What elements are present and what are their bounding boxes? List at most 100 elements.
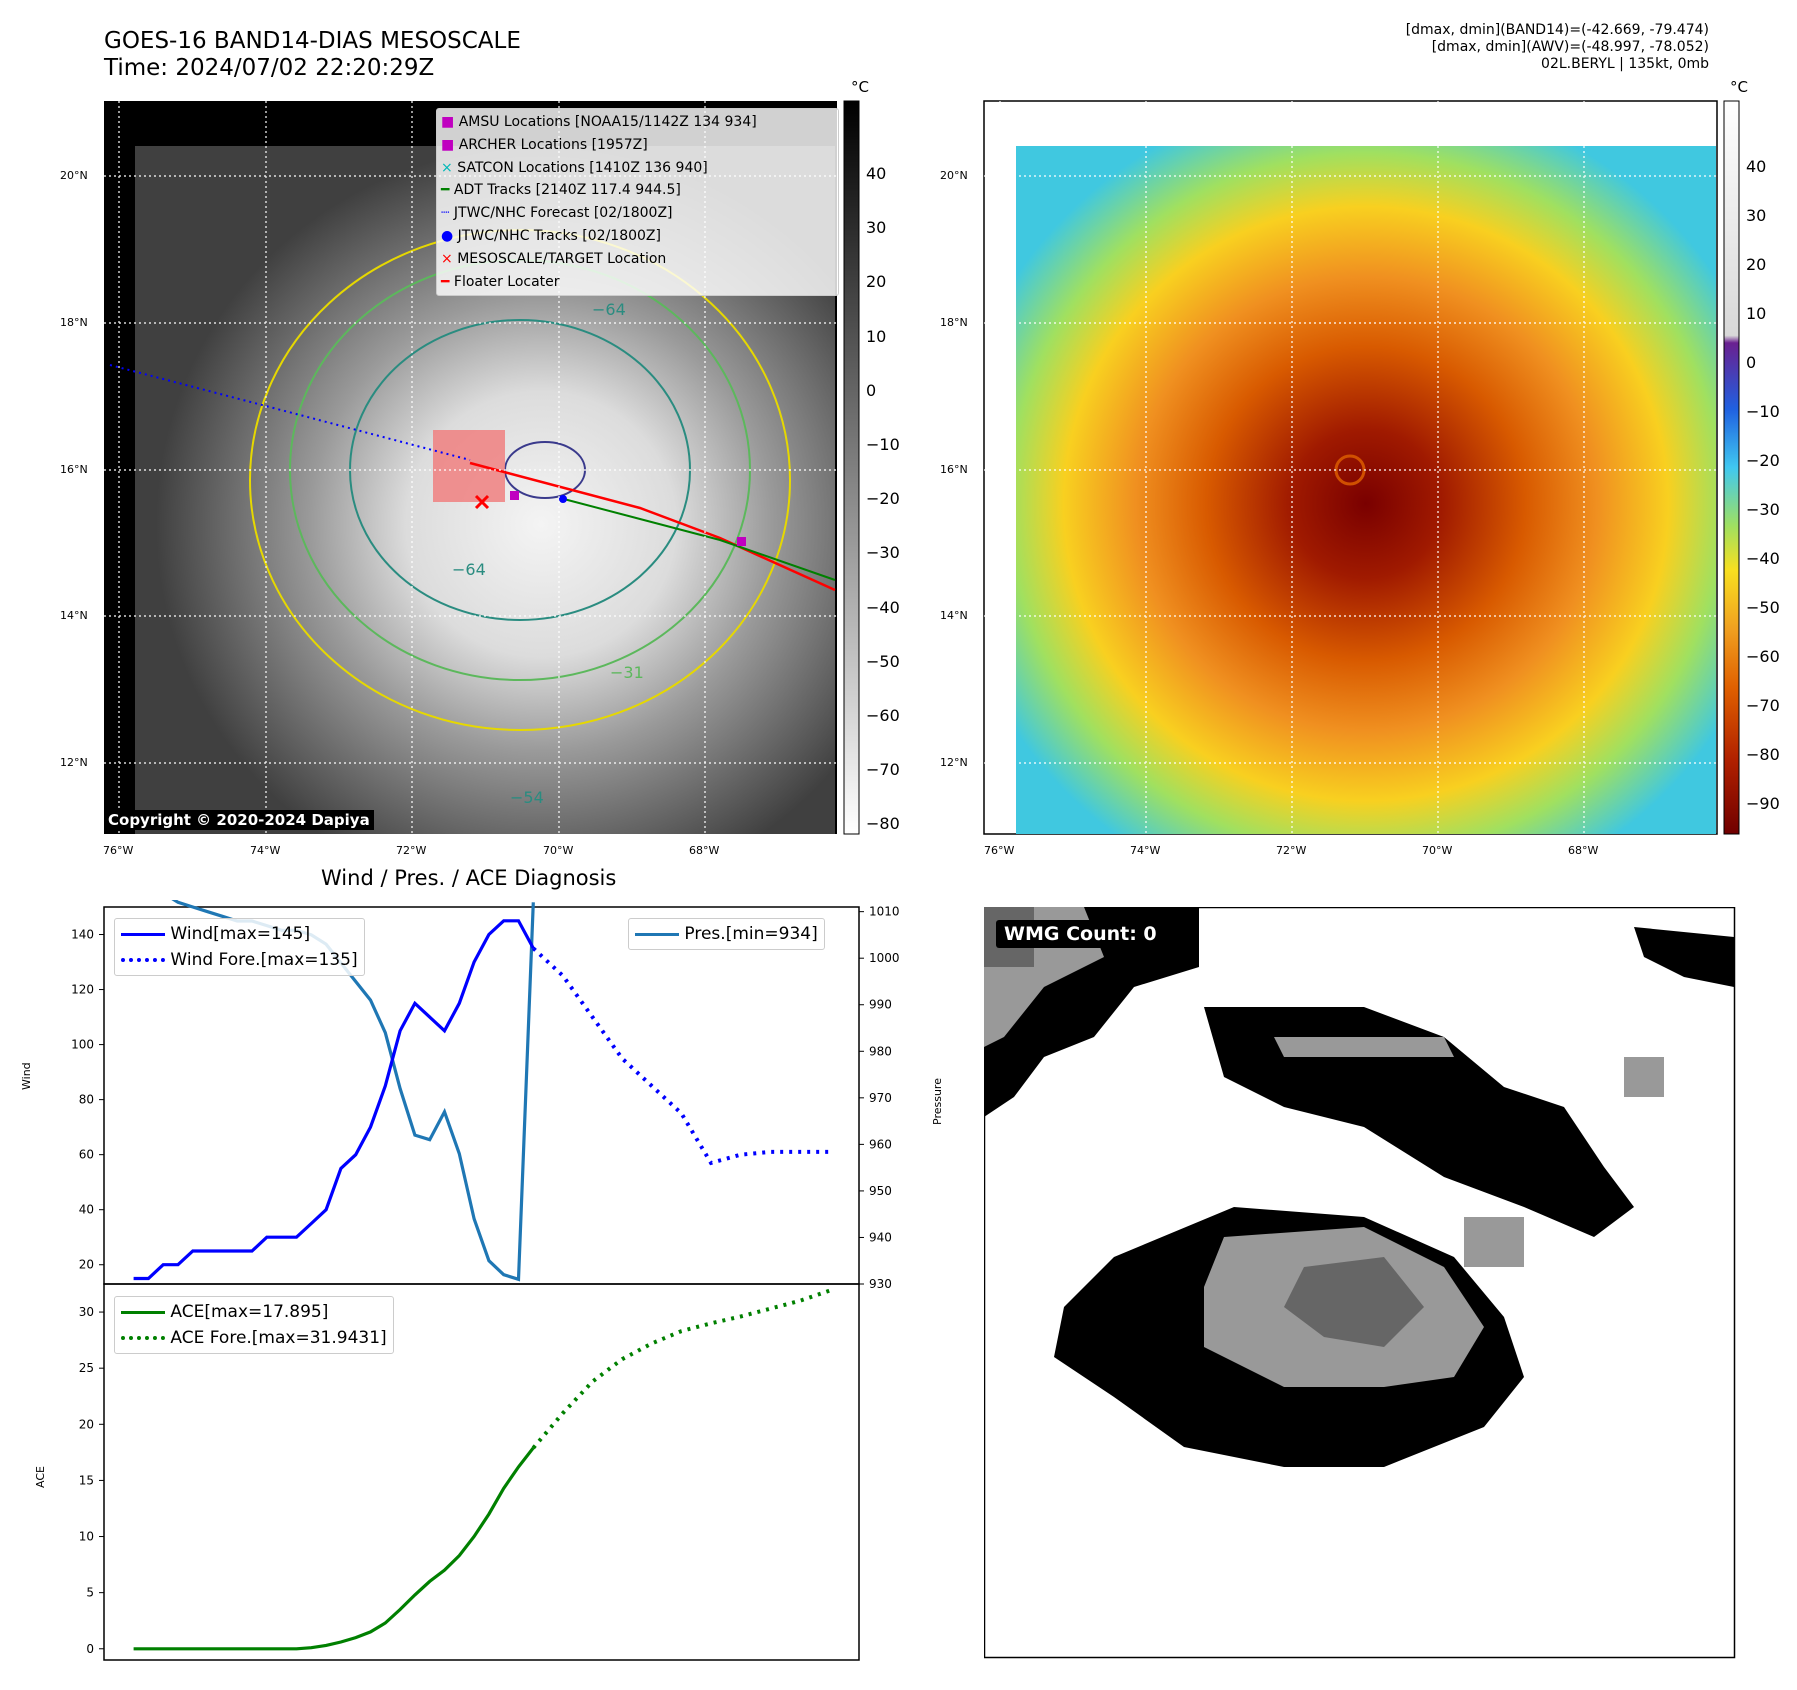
left-cb-tick: −60	[866, 706, 900, 726]
lon-68-left: 68°W	[689, 844, 720, 857]
legend-ace-label: ACE[max=17.895]	[170, 1302, 329, 1322]
pressure-axis-tick-label: 1010	[869, 905, 900, 919]
legend-wind: Wind[max=145]	[121, 921, 358, 947]
pressure-axis-tick-label: 980	[869, 1044, 892, 1058]
left-cb-tick: −50	[866, 651, 900, 671]
pressure-legend: Pres.[min=934]	[628, 918, 825, 950]
legend-amsu-label: AMSU Locations [NOAA15/1142Z 134 934]	[458, 114, 757, 130]
wmg-region-dark-eye	[1284, 1257, 1424, 1347]
diagnostic-info: [dmax, dmin](BAND14)=(-42.669, -79.474) …	[1406, 22, 1709, 73]
ace-line	[133, 1446, 535, 1651]
wind-axis-tick-label: 120	[71, 983, 94, 997]
diagnosis-charts: 2040608010012014093094095096097098099010…	[71, 900, 900, 1661]
contour-label-3: −31	[610, 663, 644, 682]
wmg-panel	[984, 907, 1736, 1659]
lon-72-left: 72°W	[396, 844, 427, 857]
right-colorbar-ticks: 40 30 20 10 0 −10 −20 −30 −40 −50 −60 −7…	[1746, 142, 1780, 828]
ace-axis-tick-label: 15	[79, 1473, 94, 1487]
wmg-region-gray-se	[1464, 1217, 1524, 1267]
legend-forecast-label: JTWC/NHC Forecast [02/1800Z]	[453, 205, 673, 222]
pressure-axis-tick-label: 970	[869, 1091, 892, 1105]
legend-pressure: Pres.[min=934]	[635, 921, 818, 947]
left-cb-tick: −20	[866, 489, 900, 509]
ace-axis-tick-label: 0	[86, 1642, 94, 1656]
info-line-3: 02L.BERYL | 135kt, 0mb	[1541, 56, 1709, 72]
legend-target: × MESOSCALE/TARGET Location	[441, 250, 667, 267]
left-colorbar	[843, 100, 860, 835]
left-cb-tick: 20	[866, 272, 887, 292]
pressure-axis-tick-label: 990	[869, 998, 892, 1012]
pressure-axis-label: Pressure	[931, 1078, 944, 1125]
wmg-region-gray-e	[1624, 1057, 1664, 1097]
wmg-count-label: WMG Count: 0	[996, 920, 1165, 948]
ace-axes: 0 5 10 15 20 25 30	[79, 1283, 860, 1661]
legend-target-label: MESOSCALE/TARGET Location	[457, 250, 667, 267]
wind-axis-tick-label: 140	[71, 928, 94, 942]
legend-tracks: ● JTWC/NHC Tracks [02/1800Z]	[441, 227, 661, 244]
right-cb-tick: 0	[1746, 353, 1757, 372]
contour-label-2: −64	[452, 560, 486, 579]
lat-16-left: 16°N	[60, 463, 88, 476]
left-cb-tick: −80	[866, 814, 900, 834]
lat-12-left: 12°N	[60, 756, 88, 769]
info-line-1: [dmax, dmin](BAND14)=(-42.669, -79.474)	[1405, 22, 1709, 38]
adt-track	[559, 497, 836, 581]
right-colorbar	[1723, 100, 1740, 835]
archer-marker	[737, 537, 746, 546]
wind-line	[133, 919, 535, 1281]
legend-wind-fore-label: Wind Fore.[max=135]	[170, 950, 358, 970]
info-line-2: [dmax, dmin](AWV)=(-48.997, -78.052)	[1431, 39, 1709, 55]
ace-axis-tick-label: 30	[79, 1305, 94, 1319]
pressure-axis-tick-label: 930	[869, 1277, 892, 1291]
legend-ace-fore-label: ACE Fore.[max=31.9431]	[170, 1328, 387, 1348]
right-cb-tick: −90	[1746, 794, 1780, 813]
pressure-axis-tick-label: 940	[869, 1230, 892, 1244]
left-colorbar-ticks: 40 30 20 10 0 −10 −20 −30 −40 −50 −60 −7…	[866, 147, 900, 852]
contour-label-4: −54	[510, 788, 544, 807]
legend-forecast: ┈ JTWC/NHC Forecast [02/1800Z]	[441, 205, 673, 222]
lon-70-left: 70°W	[543, 844, 574, 857]
lat-18-left: 18°N	[60, 316, 88, 329]
legend-amsu: ■ AMSU Locations [NOAA15/1142Z 134 934]	[441, 114, 757, 130]
right-cb-tick: 20	[1746, 255, 1767, 274]
left-map-legend: ■ AMSU Locations [NOAA15/1142Z 134 934] …	[436, 108, 839, 297]
left-cb-tick: −40	[866, 597, 900, 617]
pressure-axis-tick-label: 960	[869, 1137, 892, 1151]
legend-ace-fore: ACE Fore.[max=31.9431]	[121, 1325, 387, 1351]
right-cb-tick: −80	[1746, 745, 1780, 764]
lat-20-right: 20°N	[940, 169, 968, 182]
copyright-label: Copyright © 2020-2024 Dapiya	[104, 810, 374, 830]
wind-axis-tick-label: 60	[79, 1148, 94, 1162]
map-panels-svg	[104, 100, 1740, 835]
legend-satcon: × SATCON Locations [1410Z 136 940]	[441, 159, 708, 176]
amsu-marker	[510, 491, 519, 500]
figure-title: GOES-16 BAND14-DIAS MESOSCALE Time: 2024…	[104, 28, 521, 82]
ace-axis-label: ACE	[34, 1466, 47, 1488]
forecast-track	[109, 364, 471, 461]
left-cb-tick: −10	[866, 435, 900, 455]
right-cb-tick: −20	[1746, 451, 1780, 470]
right-colorbar-unit: °C	[1730, 78, 1748, 96]
legend-pressure-label: Pres.[min=934]	[684, 924, 818, 944]
right-cb-tick: −60	[1746, 647, 1780, 666]
right-cb-tick: 30	[1746, 206, 1767, 225]
lon-70-right: 70°W	[1422, 844, 1453, 857]
wind-legend: Wind[max=145] Wind Fore.[max=135]	[114, 918, 365, 976]
floater-track	[469, 461, 836, 592]
ace-axis-tick-label: 20	[79, 1417, 94, 1431]
legend-adt-label: ADT Tracks [2140Z 117.4 944.5]	[453, 182, 681, 199]
right-cb-tick: −50	[1746, 598, 1780, 617]
right-cb-tick: −30	[1746, 500, 1780, 519]
right-map	[983, 100, 1718, 835]
wind-forecast-line	[531, 946, 830, 1166]
legend-wind-label: Wind[max=145]	[170, 924, 311, 944]
wind-axis-tick-label: 40	[79, 1203, 94, 1217]
wmg-region-black-band	[1204, 1007, 1634, 1237]
lat-14-right: 14°N	[940, 609, 968, 622]
legend-floater: ━ Floater Locater	[441, 273, 560, 290]
ace-axis-frame	[103, 1283, 860, 1661]
wind-axis-label: Wind	[20, 1062, 33, 1090]
ace-axis-tick-label: 25	[79, 1361, 94, 1375]
lat-16-right: 16°N	[940, 463, 968, 476]
wind-axis-tick-label: 20	[79, 1258, 94, 1272]
